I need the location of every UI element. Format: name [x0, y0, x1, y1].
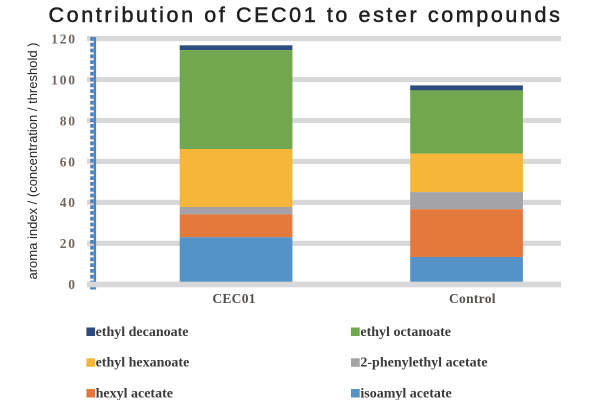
svg-text:Contribution of CEC01 to ester: Contribution of CEC01 to ester compounds	[49, 3, 563, 27]
svg-text:ethyl decanoate: ethyl decanoate	[96, 325, 189, 340]
svg-text:Control: Control	[449, 291, 496, 306]
svg-text:80: 80	[60, 113, 77, 128]
svg-text:isoamyl acetate: isoamyl acetate	[360, 386, 451, 400]
svg-text:ethyl hexanoate: ethyl hexanoate	[96, 356, 190, 371]
svg-text:hexyl acetate: hexyl acetate	[96, 386, 173, 400]
svg-text:20: 20	[60, 236, 77, 251]
svg-text:CEC01: CEC01	[212, 291, 256, 306]
svg-text:0: 0	[68, 277, 77, 292]
svg-text:ethyl octanoate: ethyl octanoate	[360, 325, 451, 340]
svg-text:40: 40	[60, 195, 77, 210]
svg-text:aroma index / (concentration /: aroma index / (concentration / threshold…	[25, 42, 40, 279]
svg-text:120: 120	[51, 31, 77, 46]
svg-text:2-phenylethyl acetate: 2-phenylethyl acetate	[360, 356, 487, 371]
svg-text:60: 60	[60, 154, 77, 169]
svg-text:100: 100	[51, 72, 77, 87]
